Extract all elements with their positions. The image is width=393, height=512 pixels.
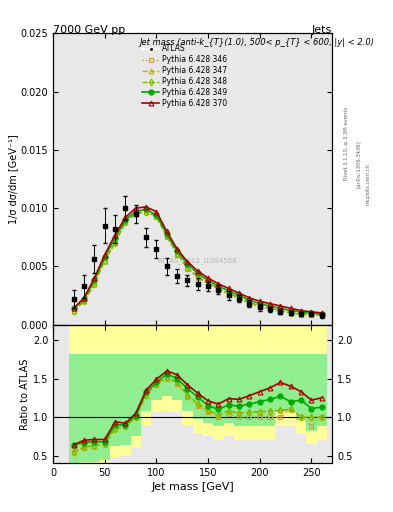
Legend: ATLAS, Pythia 6.428 346, Pythia 6.428 347, Pythia 6.428 348, Pythia 6.428 349, P: ATLAS, Pythia 6.428 346, Pythia 6.428 34… [141, 43, 229, 110]
Text: [arXiv:1306.3436]: [arXiv:1306.3436] [356, 140, 361, 188]
Y-axis label: 1/σ dσ/dm [GeV⁻¹]: 1/σ dσ/dm [GeV⁻¹] [8, 134, 18, 224]
Text: Jet mass (anti-k_{T}(1.0), 500< p_{T} < 600, |y| < 2.0): Jet mass (anti-k_{T}(1.0), 500< p_{T} < … [140, 38, 375, 47]
Text: 7000 GeV pp: 7000 GeV pp [53, 25, 125, 35]
Text: ATLAS_2012_I1094568: ATLAS_2012_I1094568 [158, 257, 238, 264]
Y-axis label: Ratio to ATLAS: Ratio to ATLAS [20, 358, 30, 430]
X-axis label: Jet mass [GeV]: Jet mass [GeV] [151, 482, 234, 493]
Text: Jets: Jets [312, 25, 332, 35]
Text: mcplots.cern.ch: mcplots.cern.ch [365, 163, 371, 205]
Text: Rivet 3.1.10, ≥ 3.3M events: Rivet 3.1.10, ≥ 3.3M events [344, 106, 349, 180]
